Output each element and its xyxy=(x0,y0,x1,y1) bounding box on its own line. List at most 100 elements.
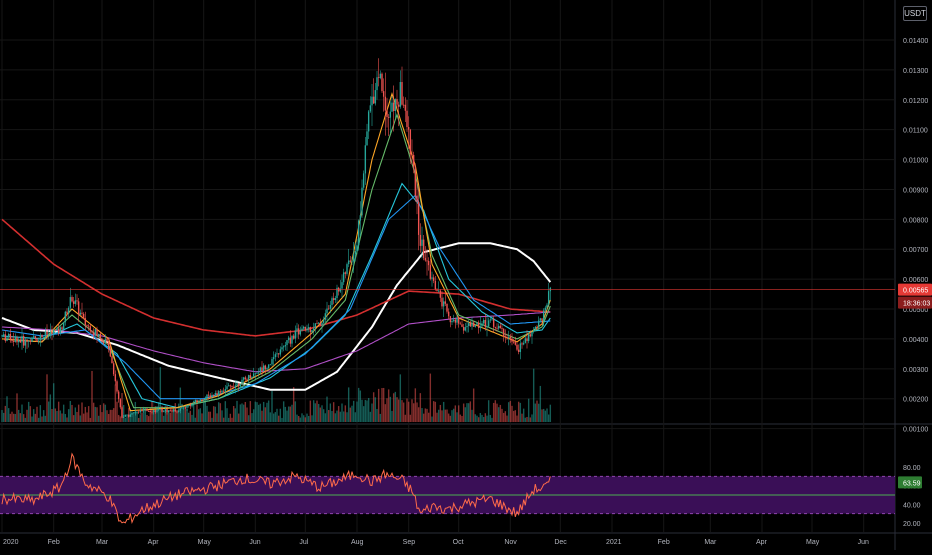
volume-bar xyxy=(481,414,483,422)
volume-bar xyxy=(274,412,277,422)
volume-bar xyxy=(407,401,410,422)
volume-bar xyxy=(69,400,72,422)
candle-body xyxy=(256,372,258,374)
candle-body xyxy=(407,127,410,130)
volume-bar xyxy=(221,410,223,422)
volume-bar xyxy=(174,403,177,422)
candle-body xyxy=(321,322,323,326)
candle-body xyxy=(506,337,508,338)
candle-layer xyxy=(1,58,552,419)
candle-body xyxy=(314,323,317,328)
candle-body xyxy=(487,320,490,327)
candle-body xyxy=(419,234,422,246)
candle-body xyxy=(382,91,385,97)
volume-bar xyxy=(414,388,417,422)
volume-bar xyxy=(322,409,325,422)
volume-bar xyxy=(422,413,425,422)
volume-bar xyxy=(462,403,465,422)
volume-bar xyxy=(144,410,147,422)
rsi-tick-label: 40.00 xyxy=(903,502,921,509)
candle-body xyxy=(252,373,255,377)
volume-bar xyxy=(344,405,347,422)
volume-bar xyxy=(47,401,50,422)
volume-bar xyxy=(19,413,22,422)
candle-body xyxy=(347,260,350,265)
volume-bar xyxy=(14,413,17,422)
candle-body xyxy=(387,117,390,118)
volume-bar xyxy=(217,402,220,422)
volume-bar xyxy=(1,410,3,422)
volume-bar xyxy=(342,411,345,422)
volume-bar xyxy=(396,397,398,422)
candle-body xyxy=(297,328,300,335)
candle-body xyxy=(124,414,127,417)
candle-body xyxy=(274,354,277,358)
volume-bar xyxy=(321,405,323,422)
candle-body xyxy=(414,167,417,196)
volume-bar xyxy=(179,387,182,422)
time-tick-label: Feb xyxy=(658,539,670,546)
volume-bar xyxy=(24,417,27,422)
volume-bar xyxy=(44,415,47,422)
candle-body xyxy=(322,319,325,323)
candle-body xyxy=(494,326,497,328)
volume-bar xyxy=(319,407,322,422)
candle-body xyxy=(11,340,13,342)
candle-body xyxy=(141,410,143,412)
volume-bar xyxy=(391,410,393,422)
volume-bar xyxy=(299,417,302,422)
candle-body xyxy=(234,385,237,389)
candle-body xyxy=(509,336,512,339)
volume-bar xyxy=(137,417,140,422)
volume-bar xyxy=(334,413,337,422)
volume-bar xyxy=(216,413,218,422)
volume-layer xyxy=(1,367,552,422)
price-tick-label: 0.00900 xyxy=(903,187,928,194)
currency-badge[interactable]: USDT xyxy=(903,6,927,21)
candle-body xyxy=(86,325,88,327)
candle-body xyxy=(542,310,545,321)
volume-bar xyxy=(324,413,327,422)
volume-bar xyxy=(57,401,60,422)
volume-bar xyxy=(507,402,510,422)
volume-bar xyxy=(266,402,268,422)
candle-body xyxy=(392,102,395,111)
volume-bar xyxy=(236,400,238,422)
volume-bar xyxy=(107,413,110,422)
volume-bar xyxy=(417,407,420,422)
volume-bar xyxy=(291,404,293,422)
volume-bar xyxy=(421,408,423,422)
volume-bar xyxy=(109,409,112,422)
candle-body xyxy=(339,288,342,292)
volume-bar xyxy=(181,404,183,422)
volume-bar xyxy=(226,408,228,422)
candle-body xyxy=(74,300,77,304)
time-tick-label: 2020 xyxy=(3,539,19,546)
candle-body xyxy=(257,372,260,374)
volume-bar xyxy=(261,410,263,422)
volume-bar xyxy=(492,402,495,422)
candle-body xyxy=(47,333,50,335)
candle-body xyxy=(142,409,145,411)
candle-body xyxy=(111,356,113,364)
volume-bar xyxy=(32,409,35,422)
candle-body xyxy=(291,335,293,344)
candle-body xyxy=(307,327,310,329)
volume-bar xyxy=(466,403,468,422)
candle-body xyxy=(492,318,495,327)
candle-body xyxy=(192,403,195,405)
volume-bar xyxy=(347,387,350,422)
volume-bar xyxy=(352,400,355,422)
candle-body xyxy=(27,341,30,342)
volume-bar xyxy=(499,404,502,422)
candle-body xyxy=(409,129,412,155)
volume-bar xyxy=(326,396,328,422)
candle-body xyxy=(536,326,538,328)
candle-body xyxy=(77,301,80,315)
candle-body xyxy=(34,336,37,339)
moving-average-red xyxy=(1,218,551,337)
candle-body xyxy=(547,291,550,305)
candle-body xyxy=(486,326,488,328)
